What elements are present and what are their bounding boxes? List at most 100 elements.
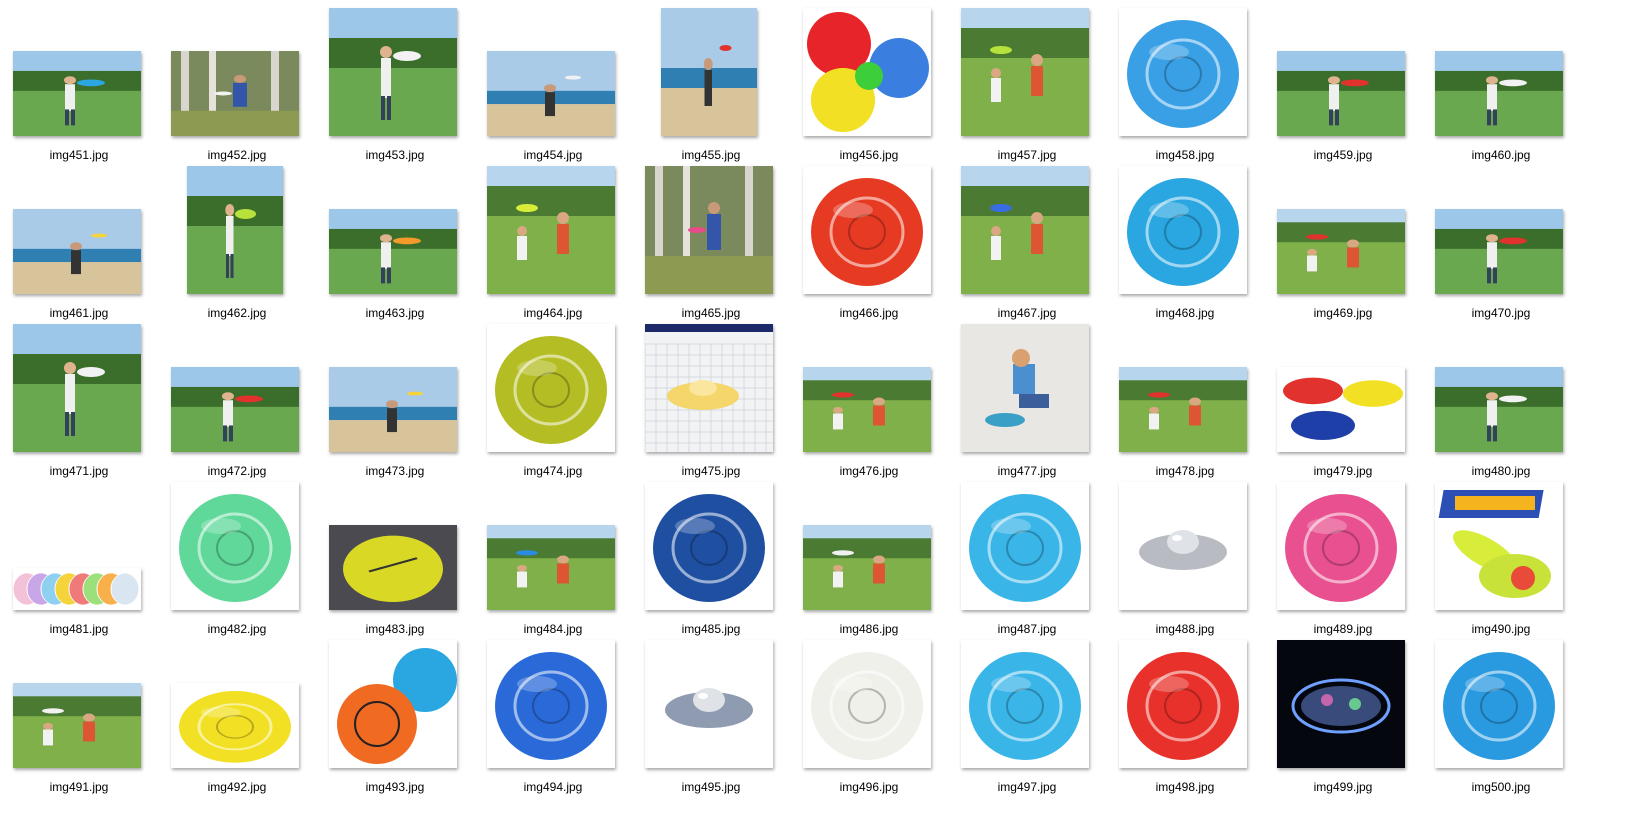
orange-and-blue-discs-product-photo[interactable] (329, 640, 457, 768)
file-item[interactable]: img479.jpg (1268, 320, 1418, 486)
hand-with-white-disc-photo[interactable] (803, 525, 931, 610)
dog-leaping-frisbee-photo[interactable] (1119, 367, 1247, 452)
girl-throwing-frisbee-photo[interactable] (329, 8, 457, 136)
file-item[interactable]: img491.jpg (4, 636, 154, 802)
disc-set-row-product-photo[interactable] (13, 568, 141, 610)
file-item[interactable]: img470.jpg (1426, 162, 1576, 328)
man-throwing-frisbee-field-photo[interactable] (961, 8, 1089, 136)
file-item[interactable]: img451.jpg (4, 4, 154, 170)
dog-catching-frisbee-photo[interactable] (803, 367, 931, 452)
file-item[interactable]: img452.jpg (162, 4, 312, 170)
yellow-disc-dark-bg-photo[interactable] (329, 525, 457, 610)
file-item[interactable]: img489.jpg (1268, 478, 1418, 644)
file-item[interactable]: img497.jpg (952, 636, 1102, 802)
file-item[interactable]: img457.jpg (952, 4, 1102, 170)
file-item[interactable]: img492.jpg (162, 636, 312, 802)
green-disc-product-photo[interactable] (171, 482, 299, 610)
child-with-frisbee-photo[interactable] (961, 324, 1089, 452)
file-item[interactable]: img488.jpg (1110, 478, 1260, 644)
sunburst-blue-frisbee-product-photo[interactable] (961, 640, 1089, 768)
file-item[interactable]: img466.jpg (794, 162, 944, 328)
file-item[interactable]: img462.jpg (162, 162, 312, 328)
beach-frisbee-photo[interactable] (487, 51, 615, 136)
3d-model-frisbee-screenshot[interactable] (645, 324, 773, 452)
buzzz-disc-product-photo[interactable] (645, 482, 773, 610)
file-item[interactable]: img484.jpg (478, 478, 628, 644)
person-in-woods-frisbee-photo[interactable] (171, 51, 299, 136)
file-item[interactable]: img487.jpg (952, 478, 1102, 644)
pink-disc-product-photo[interactable] (1277, 482, 1405, 610)
file-item[interactable]: img459.jpg (1268, 4, 1418, 170)
file-item[interactable]: img477.jpg (952, 320, 1102, 486)
boy-catching-frisbee-beach-photo[interactable] (661, 8, 757, 136)
file-item[interactable]: img455.jpg (636, 4, 786, 170)
westside-discs-product-photo[interactable] (487, 324, 615, 452)
file-item[interactable]: img494.jpg (478, 636, 628, 802)
file-item[interactable]: img481.jpg (4, 478, 154, 644)
file-item[interactable]: img472.jpg (162, 320, 312, 486)
file-item[interactable]: img453.jpg (320, 4, 470, 170)
super-sore-slinger-product-photo[interactable] (1435, 482, 1563, 610)
man-orange-frisbee-photo[interactable] (329, 209, 457, 294)
colorful-discs-product-photo[interactable] (803, 8, 931, 136)
file-item[interactable]: img485.jpg (636, 478, 786, 644)
ufo-shaped-disc-product-photo[interactable] (645, 640, 773, 768)
yellow-printed-disc-product-photo[interactable] (171, 683, 299, 768)
file-item[interactable]: img461.jpg (4, 162, 154, 328)
file-item[interactable]: img469.jpg (1268, 162, 1418, 328)
man-throwing-white-frisbee-photo[interactable] (13, 324, 141, 452)
file-item[interactable]: img474.jpg (478, 320, 628, 486)
file-item[interactable]: img496.jpg (794, 636, 944, 802)
file-item[interactable]: img478.jpg (1110, 320, 1260, 486)
kids-playing-frisbee-ad-photo[interactable] (487, 166, 615, 294)
file-item[interactable]: img475.jpg (636, 320, 786, 486)
beach-throw-photo[interactable] (13, 209, 141, 294)
file-item[interactable]: img495.jpg (636, 636, 786, 802)
file-item[interactable]: img468.jpg (1110, 162, 1260, 328)
light-up-disc-night-photo[interactable] (1277, 640, 1405, 768)
file-item[interactable]: img493.jpg (320, 636, 470, 802)
boy-holding-green-frisbee-photo[interactable] (187, 166, 283, 294)
file-item[interactable]: img467.jpg (952, 162, 1102, 328)
woman-throwing-frisbee-photo[interactable] (1435, 51, 1563, 136)
file-item[interactable]: img460.jpg (1426, 4, 1576, 170)
girl-red-frisbee-field-photo[interactable] (1435, 209, 1563, 294)
file-item[interactable]: img476.jpg (794, 320, 944, 486)
blue-disc-product-photo[interactable] (1119, 166, 1247, 294)
file-item[interactable]: img473.jpg (320, 320, 470, 486)
file-item[interactable]: img465.jpg (636, 162, 786, 328)
free-flight-ad-photo[interactable] (961, 166, 1089, 294)
kids-on-hill-frisbee-photo[interactable] (13, 683, 141, 768)
person-holding-blue-frisbee-photo[interactable] (13, 51, 141, 136)
three-frisbees-product-photo[interactable] (1277, 367, 1405, 452)
file-item[interactable]: img471.jpg (4, 320, 154, 486)
dog-blue-frisbee-photo[interactable] (487, 525, 615, 610)
file-item[interactable]: img483.jpg (320, 478, 470, 644)
light-blue-frisbee-product-photo[interactable] (961, 482, 1089, 610)
man-throwing-in-forest-photo[interactable] (645, 166, 773, 294)
file-item[interactable]: img464.jpg (478, 162, 628, 328)
red-disc-product-photo[interactable] (803, 166, 931, 294)
red-pattern-frisbee-product-photo[interactable] (1119, 640, 1247, 768)
file-item[interactable]: img500.jpg (1426, 636, 1576, 802)
metal-disc-product-photo[interactable] (1119, 482, 1247, 610)
girl-red-frisbee-photo[interactable] (1277, 51, 1405, 136)
royal-blue-frisbee-product-photo[interactable] (487, 640, 615, 768)
file-item[interactable]: img458.jpg (1110, 4, 1260, 170)
blue-printed-disc-product-photo[interactable] (1119, 8, 1247, 136)
dotted-blue-disc-product-photo[interactable] (1435, 640, 1563, 768)
file-item[interactable]: img463.jpg (320, 162, 470, 328)
file-item[interactable]: img482.jpg (162, 478, 312, 644)
woman-throwing-airfield-photo[interactable] (1435, 367, 1563, 452)
file-item[interactable]: img454.jpg (478, 4, 628, 170)
file-item[interactable]: img486.jpg (794, 478, 944, 644)
file-item[interactable]: img480.jpg (1426, 320, 1576, 486)
beach-catch-yellow-frisbee-photo[interactable] (329, 367, 457, 452)
star-printed-disc-product-photo[interactable] (803, 640, 931, 768)
file-item[interactable]: img499.jpg (1268, 636, 1418, 802)
file-item[interactable]: img498.jpg (1110, 636, 1260, 802)
file-item[interactable]: img456.jpg (794, 4, 944, 170)
man-in-beanie-throwing-photo[interactable] (171, 367, 299, 452)
kids-in-meadow-photo[interactable] (1277, 209, 1405, 294)
file-item[interactable]: img490.jpg (1426, 478, 1576, 644)
